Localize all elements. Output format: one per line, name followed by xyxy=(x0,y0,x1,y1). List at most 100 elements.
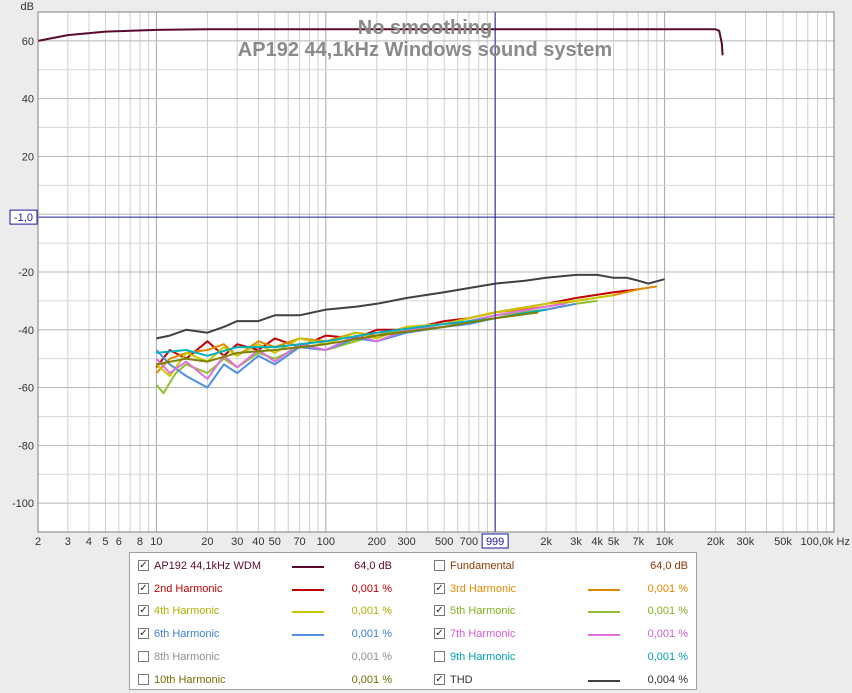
legend-item-6th-harmonic: ✓ 6th Harmonic 0,001 % xyxy=(130,623,400,643)
y-tick-label: 40 xyxy=(22,94,34,106)
legend-label: 10th Harmonic xyxy=(154,673,226,686)
x-tick-label: 7k xyxy=(633,536,645,548)
legend-label: THD xyxy=(450,673,473,686)
legend-label: 6th Harmonic xyxy=(154,628,220,641)
legend-checkbox[interactable]: ✓ xyxy=(434,605,445,617)
x-tick-label: 5k xyxy=(608,536,620,548)
y-tick-label: 20 xyxy=(22,151,34,163)
legend-value: 0,001 % xyxy=(647,628,688,641)
x-tick-label: 40 xyxy=(252,536,264,548)
legend-line-swatch xyxy=(588,634,620,637)
series-line-9th-harmonic[interactable] xyxy=(156,308,547,357)
legend-value: 64,0 dB xyxy=(354,560,392,572)
x-tick-label: 50 xyxy=(269,536,281,548)
x-tick-label: 10k xyxy=(656,536,674,548)
legend-line-swatch xyxy=(588,588,620,591)
x-tick-label: 20k xyxy=(707,536,725,548)
legend-checkbox[interactable]: ✓ xyxy=(138,582,149,594)
legend-checkbox[interactable] xyxy=(434,560,445,571)
legend-value: 0,001 % xyxy=(647,605,688,618)
legend-label: 9th Harmonic xyxy=(450,650,516,663)
legend-label: 4th Harmonic xyxy=(154,605,220,618)
series-group xyxy=(37,28,724,395)
x-tick-label: 4k xyxy=(591,536,603,548)
x-tick-label: 70 xyxy=(293,536,305,548)
legend-line-swatch xyxy=(292,611,324,614)
legend-label: 2nd Harmonic xyxy=(154,582,223,595)
legend-checkbox[interactable] xyxy=(434,650,445,662)
grid-lines xyxy=(37,11,835,533)
y-tick-label: -40 xyxy=(18,325,34,337)
cursor-x-readout-box xyxy=(481,533,509,549)
y-tick-label: -100 xyxy=(12,498,34,510)
legend-checkbox[interactable] xyxy=(138,673,149,685)
x-tick-label: 20 xyxy=(201,536,213,548)
x-tick-label: 4 xyxy=(86,536,92,548)
legend-checkbox[interactable]: ✓ xyxy=(434,582,445,594)
x-tick-label: 30k xyxy=(737,536,755,548)
legend-label: AP192 44,1kHz WDM xyxy=(154,560,261,572)
series-line-thd[interactable] xyxy=(156,273,665,340)
y-tick-label: 60 xyxy=(22,36,34,48)
x-tick-label: 3k xyxy=(570,536,582,548)
y-axis-label: dB xyxy=(21,1,34,13)
y-tick-label: -80 xyxy=(18,440,34,452)
legend-value: 0,001 % xyxy=(351,628,392,641)
legend-item-ap192-44-1khz-wdm: ✓ AP192 44,1kHz WDM 64,0 dB xyxy=(130,555,400,575)
legend-item-fundamental: Fundamental 64,0 dB xyxy=(426,555,696,575)
legend-label: 5th Harmonic xyxy=(450,605,516,618)
cursor-x-readout: 999 xyxy=(486,536,504,548)
legend-checkbox[interactable]: ✓ xyxy=(138,628,149,640)
legend-checkbox[interactable] xyxy=(138,650,149,662)
chart-subtitle: AP192 44,1kHz Windows sound system xyxy=(238,39,612,61)
series-line-10th-harmonic[interactable] xyxy=(156,311,539,366)
x-tick-label: 700 xyxy=(460,536,478,548)
legend-line-swatch xyxy=(292,634,324,637)
chart-title: No smoothing xyxy=(358,17,492,39)
cursor-y-readout-box xyxy=(9,209,38,225)
legend-line-swatch xyxy=(588,611,620,614)
x-tick-label: 500 xyxy=(435,536,453,548)
x-tick-label: 100 xyxy=(317,536,335,548)
frequency-response-chart[interactable]: 60 40 20 -20 -40 -60 -80 -100 dB 2 3 4 5 6 8 10 20 30 40 50… xyxy=(0,0,852,552)
legend-line-swatch xyxy=(588,679,620,682)
x-tick-label: 100,0k Hz xyxy=(800,536,850,548)
x-tick-label: 6 xyxy=(116,536,122,548)
legend-item-10th-harmonic: 10th Harmonic 0,001 % xyxy=(130,669,400,689)
cursor-y-readout: -1,0 xyxy=(14,212,33,224)
legend-value: 0,001 % xyxy=(647,582,688,595)
x-tick-label: 30 xyxy=(231,536,243,548)
x-tick-label: 8 xyxy=(137,536,143,548)
legend-value: 0,001 % xyxy=(351,673,392,686)
legend-item-2nd-harmonic: ✓ 2nd Harmonic 0,001 % xyxy=(130,578,400,598)
legend-item-3rd-harmonic: ✓ 3rd Harmonic 0,001 % xyxy=(426,578,696,598)
x-tick-label: 2k xyxy=(540,536,552,548)
legend-panel: ✓ AP192 44,1kHz WDM 64,0 dB Fundamental 64,0… xyxy=(129,552,697,690)
x-tick-label: 3 xyxy=(65,536,71,548)
legend-value: 0,001 % xyxy=(351,582,392,595)
x-tick-label: 5 xyxy=(102,536,108,548)
legend-checkbox[interactable]: ✓ xyxy=(434,628,445,640)
legend-item-thd: ✓ THD 0,004 % xyxy=(426,669,696,689)
legend-item-5th-harmonic: ✓ 5th Harmonic 0,001 % xyxy=(426,600,696,620)
series-line-6th-harmonic[interactable] xyxy=(155,302,577,389)
legend-value: 0,001 % xyxy=(351,650,392,663)
y-tick-label: -20 xyxy=(18,267,34,279)
x-tick-label: 200 xyxy=(368,536,386,548)
legend-label: 7th Harmonic xyxy=(450,628,516,641)
legend-label: 8th Harmonic xyxy=(154,650,220,663)
legend-label: Fundamental xyxy=(450,560,515,572)
legend-checkbox[interactable]: ✓ xyxy=(138,560,149,571)
x-tick-label: 50k xyxy=(774,536,792,548)
legend-checkbox[interactable]: ✓ xyxy=(138,605,149,617)
legend-label: 3rd Harmonic xyxy=(450,582,517,595)
y-axis: 60 40 20 -20 -40 -60 -80 -100 dB xyxy=(12,1,34,510)
series-line-ap192-44-1khz-wdm[interactable] xyxy=(37,28,724,56)
x-tick-label: 10 xyxy=(150,536,162,548)
plot-border xyxy=(37,11,835,533)
legend-value: 64,0 dB xyxy=(650,560,688,572)
legend-checkbox[interactable]: ✓ xyxy=(434,673,445,685)
y-tick-label: -60 xyxy=(18,383,34,395)
x-tick-label: 300 xyxy=(397,536,415,548)
legend-item-7th-harmonic: ✓ 7th Harmonic 0,001 % xyxy=(426,623,696,643)
